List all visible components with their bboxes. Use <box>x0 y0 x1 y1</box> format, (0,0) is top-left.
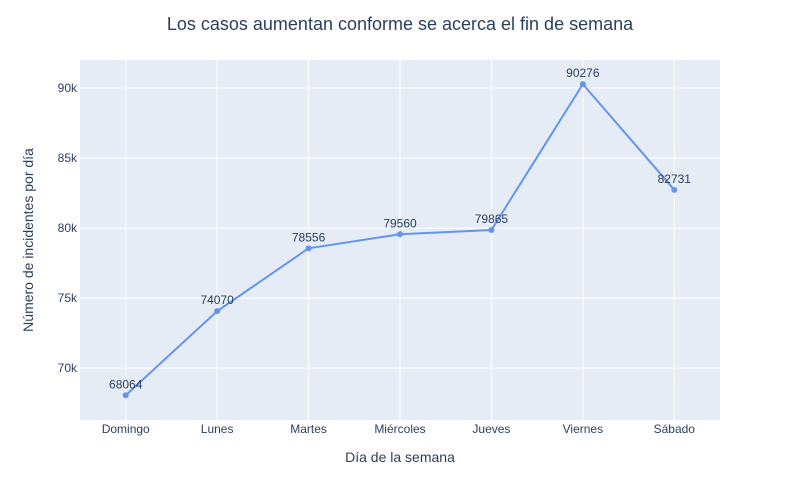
data-labels: 68064 74070 78556 79560 79865 90276 82731 <box>109 66 691 391</box>
y-axis-ticks: 70k 75k 80k 85k 90k <box>58 81 78 375</box>
data-label: 82731 <box>658 172 692 186</box>
y-tick-label: 75k <box>58 291 78 305</box>
y-axis-title: Número de incidentes por día <box>20 148 36 332</box>
data-label: 79560 <box>383 216 417 230</box>
x-tick-label: Sábado <box>654 422 696 436</box>
data-label: 78556 <box>292 230 326 244</box>
data-label: 90276 <box>566 66 600 80</box>
chart-title: Los casos aumentan conforme se acerca el… <box>167 14 634 34</box>
x-axis-ticks: Domingo Lunes Martes Miércoles Jueves Viernes… <box>102 422 696 436</box>
data-point <box>214 308 221 315</box>
x-tick-label: Jueves <box>472 422 510 436</box>
x-tick-label: Domingo <box>102 422 150 436</box>
y-tick-label: 90k <box>58 81 78 95</box>
y-tick-label: 85k <box>58 151 78 165</box>
data-point <box>305 245 312 252</box>
x-axis-title: Día de la semana <box>345 449 455 465</box>
y-tick-label: 80k <box>58 221 78 235</box>
y-tick-label: 70k <box>58 361 78 375</box>
data-point <box>397 231 403 238</box>
x-tick-label: Lunes <box>201 422 234 436</box>
data-point <box>671 186 678 193</box>
data-point <box>488 226 495 233</box>
data-label: 74070 <box>200 293 234 307</box>
data-point <box>122 392 129 399</box>
data-label: 79865 <box>475 212 509 226</box>
data-label: 68064 <box>109 377 143 391</box>
y-gridlines <box>80 87 720 369</box>
x-tick-label: Viernes <box>563 422 603 436</box>
x-tick-label: Martes <box>290 422 327 436</box>
data-point <box>579 81 586 88</box>
x-gridlines <box>125 60 675 420</box>
x-tick-label: Miércoles <box>374 422 425 436</box>
series-layer <box>122 81 678 399</box>
